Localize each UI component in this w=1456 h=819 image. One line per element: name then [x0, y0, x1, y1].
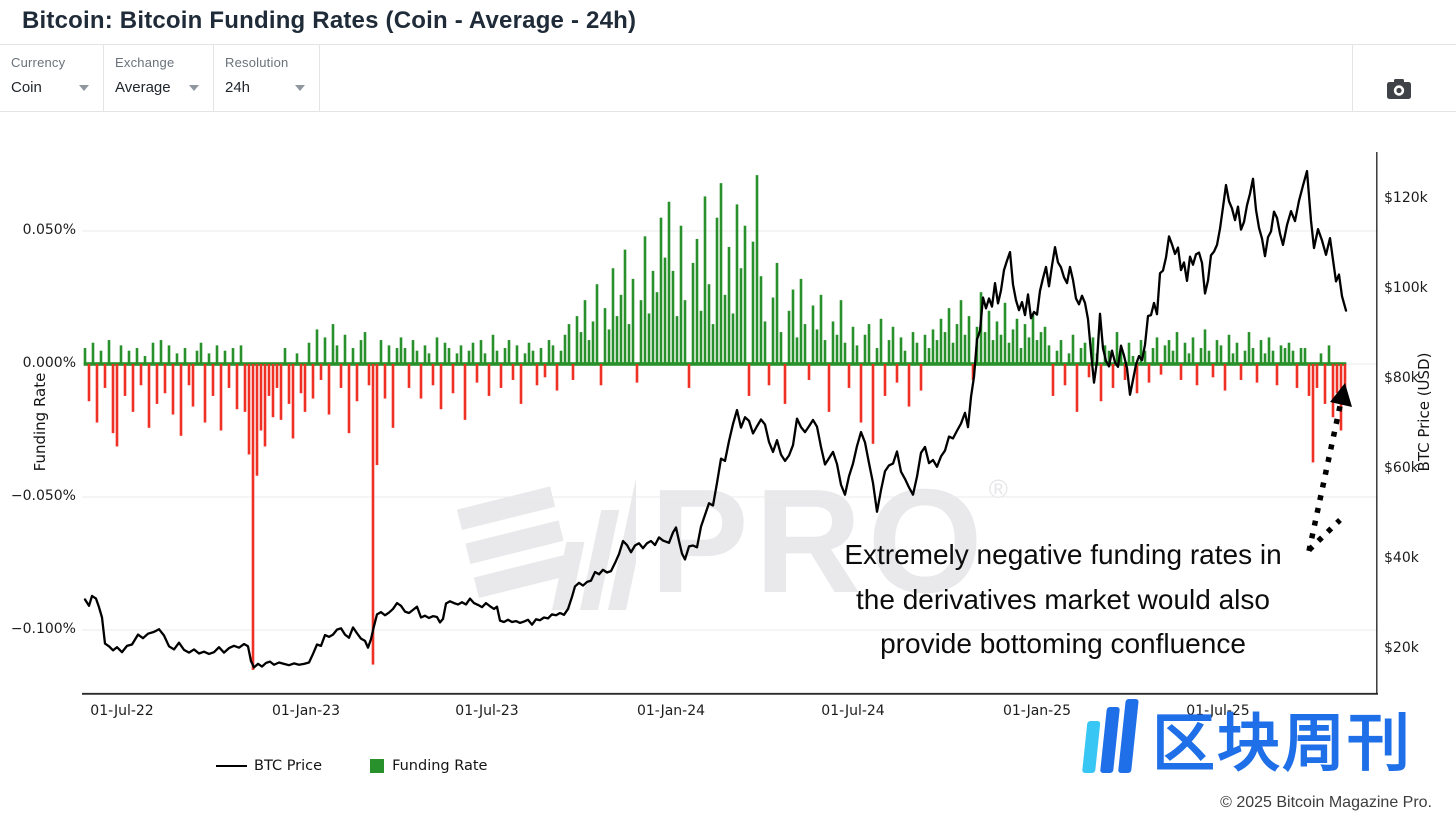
tick-label: 01-Jan-23 [271, 703, 341, 719]
right-axis-title: BTC Price (USD) [1415, 352, 1433, 472]
exchange-value: Average [115, 79, 171, 96]
chevron-down-icon [79, 84, 89, 91]
tick-label: $120k [1384, 190, 1428, 206]
btc-price-line-swatch [216, 765, 247, 767]
tick-label: 01-Jan-25 [1002, 703, 1072, 719]
chart-legend: BTC Price Funding Rate [216, 758, 487, 774]
tick-label: 01-Jul-24 [821, 703, 885, 719]
screenshot-button[interactable] [1385, 78, 1413, 102]
annotation-text: Extremely negative funding rates in the … [844, 539, 1282, 659]
funding-rate-swatch [370, 759, 385, 773]
annotation-arrow-icon [1306, 383, 1352, 552]
toolbar-divider [1352, 45, 1353, 111]
copyright: © 2025 Bitcoin Magazine Pro. [1220, 794, 1432, 811]
page-title: Bitcoin: Bitcoin Funding Rates (Coin - A… [22, 7, 637, 34]
camera-icon [1387, 79, 1411, 99]
currency-label: Currency [11, 55, 66, 70]
tick-label: $80k [1384, 370, 1419, 386]
left-axis-title: Funding Rate [31, 372, 49, 472]
tick-label: $60k [1384, 460, 1419, 476]
legend-label-funding-rate: Funding Rate [392, 758, 488, 774]
plot-svg [82, 152, 1378, 695]
tick-label: −0.050% [10, 488, 76, 504]
chevron-down-icon [189, 84, 199, 91]
site-logo-text: 区块周刊 [1152, 709, 1412, 779]
resolution-value: 24h [225, 79, 251, 96]
tick-label: 0.050% [22, 222, 76, 238]
legend-label-btc-price: BTC Price [254, 758, 323, 774]
tick-label: 01-Jul-25 [1186, 703, 1250, 719]
tick-label: 01-Jan-24 [636, 703, 706, 719]
chevron-down-icon [295, 84, 305, 91]
tick-label: 01-Jul-22 [90, 703, 154, 719]
watermark-pro-text: PRO [650, 459, 989, 624]
resolution-dropdown[interactable]: Resolution 24h [214, 45, 320, 111]
tick-label: $100k [1384, 280, 1428, 296]
site-logo: 区块周刊 [1076, 697, 1412, 777]
tick-label: −0.100% [10, 621, 76, 637]
exchange-dropdown[interactable]: Exchange Average [104, 45, 214, 111]
tick-label: 0.000% [22, 355, 76, 371]
site-logo-icon [1082, 699, 1139, 773]
tick-label: $40k [1384, 550, 1419, 566]
resolution-label: Resolution [225, 55, 289, 70]
currency-value: Coin [11, 79, 42, 96]
toolbar: Currency Coin Exchange Average Resolutio… [0, 44, 1456, 112]
tick-label: 01-Jul-23 [455, 703, 519, 719]
chart-area: PRO ® 0.050% 0.000% −0.050% −0.100% $120k $1… [0, 112, 1456, 819]
exchange-label: Exchange [115, 55, 175, 70]
tick-label: $20k [1384, 640, 1419, 656]
currency-dropdown[interactable]: Currency Coin [0, 45, 104, 111]
watermark: PRO ® [436, 468, 1008, 618]
